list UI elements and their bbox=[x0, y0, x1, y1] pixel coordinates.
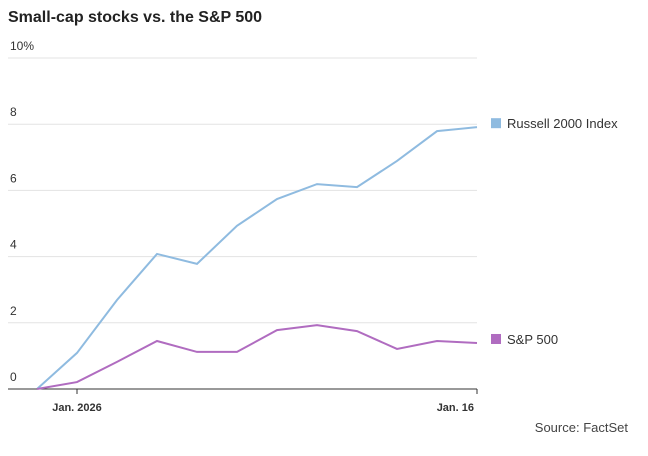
y-tick-label: 0 bbox=[10, 370, 17, 384]
legend-label: S&P 500 bbox=[507, 332, 558, 347]
legend-swatch bbox=[491, 333, 501, 344]
y-tick-label: 10% bbox=[10, 39, 34, 53]
series-line bbox=[36, 324, 478, 390]
x-tick-label: Jan. 16 bbox=[437, 402, 474, 414]
legend-swatch bbox=[491, 118, 501, 129]
chart-title: Small-cap stocks vs. the S&P 500 bbox=[8, 9, 262, 26]
legend-label: Russell 2000 Index bbox=[507, 116, 618, 131]
y-tick-label: 6 bbox=[10, 171, 17, 185]
series-line bbox=[36, 126, 478, 390]
y-tick-label: 8 bbox=[10, 105, 17, 119]
source: Source: FactSet bbox=[535, 420, 629, 435]
y-tick-label: 4 bbox=[10, 238, 17, 252]
y-tick-label: 2 bbox=[10, 304, 17, 318]
x-tick-label: Jan. 2026 bbox=[52, 402, 102, 414]
